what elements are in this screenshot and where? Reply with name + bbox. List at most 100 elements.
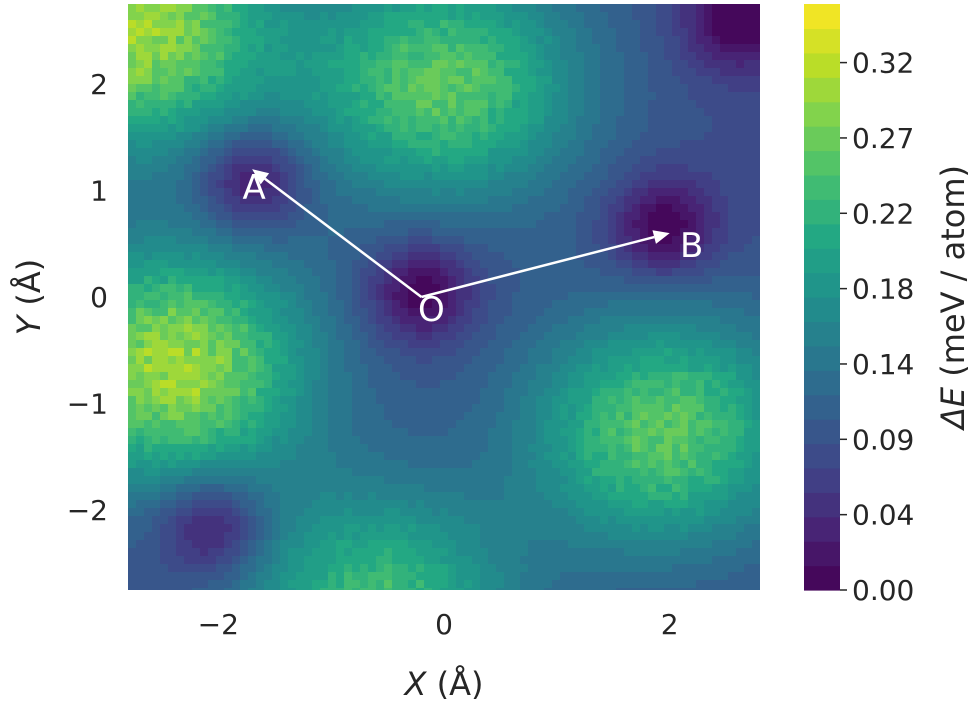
heatmap-cell bbox=[728, 20, 737, 29]
heatmap-cell bbox=[584, 116, 593, 125]
heatmap-cell bbox=[360, 156, 369, 165]
heatmap-cell bbox=[216, 28, 225, 37]
heatmap-cell bbox=[488, 276, 497, 285]
heatmap-cell bbox=[160, 156, 169, 165]
heatmap-cell bbox=[496, 468, 505, 477]
heatmap-cell bbox=[736, 468, 745, 477]
heatmap-cell bbox=[584, 20, 593, 29]
heatmap-cell bbox=[672, 260, 681, 269]
heatmap-cell bbox=[136, 76, 145, 85]
heatmap-cell bbox=[736, 76, 745, 85]
heatmap-cell bbox=[328, 60, 337, 69]
heatmap-cell bbox=[264, 92, 273, 101]
heatmap-cell bbox=[752, 268, 760, 277]
heatmap-cell bbox=[640, 220, 649, 229]
heatmap-cell bbox=[584, 380, 593, 389]
heatmap-cell bbox=[464, 20, 473, 29]
heatmap-cell bbox=[752, 364, 760, 373]
heatmap-cell bbox=[560, 228, 569, 237]
heatmap-cell bbox=[656, 284, 665, 293]
heatmap-cell bbox=[184, 396, 193, 405]
heatmap-cell bbox=[168, 244, 177, 253]
heatmap-cell bbox=[496, 84, 505, 93]
heatmap-cell bbox=[136, 436, 145, 445]
heatmap-cell bbox=[456, 308, 465, 317]
heatmap-cell bbox=[440, 292, 449, 301]
heatmap-cell bbox=[512, 76, 521, 85]
heatmap-cell bbox=[200, 252, 209, 261]
heatmap-cell bbox=[440, 428, 449, 437]
heatmap-cell bbox=[416, 220, 425, 229]
heatmap-cell bbox=[688, 228, 697, 237]
heatmap-cell bbox=[368, 148, 377, 157]
heatmap-cell bbox=[192, 4, 201, 13]
heatmap-cell bbox=[176, 404, 185, 413]
heatmap-cell bbox=[328, 476, 337, 485]
heatmap-cell bbox=[144, 4, 153, 13]
heatmap-cell bbox=[728, 300, 737, 309]
heatmap-cell bbox=[544, 116, 553, 125]
heatmap-cell bbox=[376, 188, 385, 197]
heatmap-cell bbox=[648, 116, 657, 125]
heatmap-cell bbox=[568, 132, 577, 141]
heatmap-cell bbox=[240, 36, 249, 45]
heatmap-cell bbox=[576, 220, 585, 229]
heatmap-cell bbox=[312, 260, 321, 269]
heatmap-cell bbox=[688, 500, 697, 509]
heatmap-cell bbox=[248, 108, 257, 117]
heatmap-cell bbox=[328, 412, 337, 421]
heatmap-cell bbox=[184, 404, 193, 413]
heatmap-cell bbox=[744, 92, 753, 101]
heatmap-cell bbox=[584, 444, 593, 453]
heatmap-cell bbox=[608, 36, 617, 45]
heatmap-cell bbox=[288, 164, 297, 173]
heatmap-cell bbox=[576, 68, 585, 77]
heatmap-cell bbox=[296, 268, 305, 277]
heatmap-cell bbox=[456, 68, 465, 77]
heatmap-cell bbox=[376, 340, 385, 349]
heatmap-cell bbox=[288, 172, 297, 181]
heatmap-cell bbox=[712, 268, 721, 277]
heatmap-cell bbox=[664, 140, 673, 149]
heatmap-cell bbox=[664, 396, 673, 405]
heatmap-cell bbox=[296, 148, 305, 157]
heatmap-cell bbox=[728, 372, 737, 381]
heatmap-cell bbox=[560, 420, 569, 429]
heatmap-cell bbox=[256, 28, 265, 37]
heatmap-cell bbox=[216, 92, 225, 101]
heatmap-cell bbox=[320, 252, 329, 261]
heatmap-cell bbox=[480, 388, 489, 397]
heatmap-cell bbox=[208, 220, 217, 229]
heatmap-cell bbox=[648, 100, 657, 109]
heatmap-cell bbox=[544, 484, 553, 493]
heatmap-cell bbox=[560, 468, 569, 477]
heatmap-cell bbox=[528, 460, 537, 469]
heatmap-cell bbox=[184, 372, 193, 381]
heatmap-cell bbox=[136, 20, 145, 29]
heatmap-cell bbox=[536, 124, 545, 133]
heatmap-cell bbox=[608, 436, 617, 445]
heatmap-cell bbox=[584, 196, 593, 205]
heatmap-cell bbox=[400, 204, 409, 213]
heatmap-cell bbox=[152, 60, 161, 69]
heatmap-cell bbox=[152, 284, 161, 293]
heatmap-cell bbox=[296, 76, 305, 85]
heatmap-cell bbox=[424, 316, 433, 325]
heatmap-cell bbox=[256, 412, 265, 421]
heatmap-cell bbox=[448, 500, 457, 509]
heatmap-cell bbox=[536, 268, 545, 277]
heatmap-cell bbox=[208, 68, 217, 77]
heatmap-cell bbox=[320, 116, 329, 125]
heatmap-cell bbox=[624, 324, 633, 333]
heatmap-cell bbox=[288, 260, 297, 269]
heatmap-cell bbox=[440, 252, 449, 261]
heatmap-cell bbox=[728, 260, 737, 269]
heatmap-cell bbox=[264, 484, 273, 493]
heatmap-cell bbox=[288, 364, 297, 373]
heatmap-cell bbox=[608, 260, 617, 269]
heatmap-cell bbox=[184, 148, 193, 157]
heatmap-cell bbox=[224, 68, 233, 77]
heatmap-cell bbox=[576, 340, 585, 349]
heatmap-cell bbox=[544, 436, 553, 445]
heatmap-cell bbox=[392, 28, 401, 37]
